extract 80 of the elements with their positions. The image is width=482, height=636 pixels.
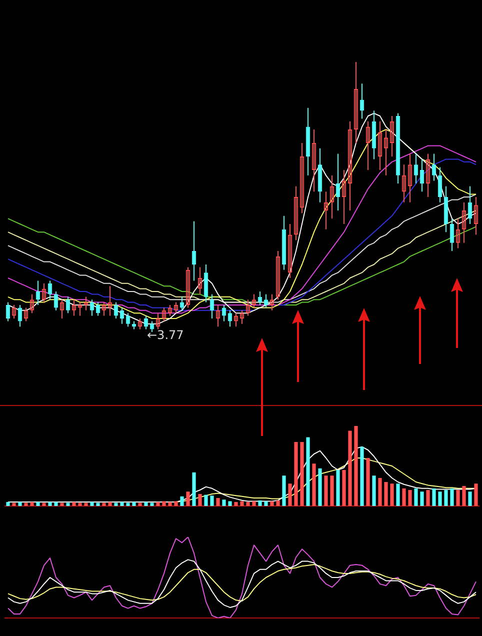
bar [372, 476, 376, 506]
bar [276, 500, 280, 506]
bar [180, 496, 184, 506]
bar [138, 502, 142, 506]
bar [84, 502, 88, 506]
bar [30, 502, 34, 506]
bar [258, 500, 262, 506]
bar [270, 501, 274, 506]
bar [426, 490, 430, 506]
bar [42, 502, 46, 506]
bar [468, 492, 472, 506]
bar [300, 442, 304, 506]
bar [228, 501, 232, 506]
bar [396, 484, 400, 506]
bar [360, 446, 364, 506]
bar [402, 488, 406, 506]
bar [474, 484, 478, 506]
bar [420, 492, 424, 506]
bar [330, 476, 334, 506]
bar [240, 501, 244, 506]
bar [150, 502, 154, 506]
bar [162, 501, 166, 506]
bar [336, 470, 340, 506]
bar [252, 501, 256, 506]
bar [318, 468, 322, 506]
bar [186, 492, 190, 506]
bar [90, 502, 94, 506]
bar [432, 488, 436, 506]
bar [288, 484, 292, 506]
bar [174, 501, 178, 506]
bar [6, 502, 10, 506]
bar [294, 442, 298, 506]
bar [456, 490, 460, 506]
bar [198, 494, 202, 506]
bar [366, 458, 370, 506]
bar [378, 478, 382, 506]
bar [216, 498, 220, 506]
bar [222, 500, 226, 506]
bar [60, 502, 64, 506]
bar [126, 502, 130, 506]
bar [324, 476, 328, 506]
bar [234, 502, 238, 506]
bar [408, 490, 412, 506]
bar [24, 502, 28, 506]
bar [462, 486, 466, 506]
bar [156, 502, 160, 506]
bar [108, 502, 112, 506]
bar [192, 472, 196, 506]
bar [306, 437, 310, 506]
bar [120, 502, 124, 506]
bar [144, 502, 148, 506]
bar [36, 502, 40, 506]
bar [414, 488, 418, 506]
bar [450, 488, 454, 506]
bar [312, 464, 316, 506]
bar [12, 502, 16, 506]
bar [204, 494, 208, 506]
bar [354, 426, 358, 506]
bar [246, 502, 250, 506]
annotation: ←3.77 [147, 328, 184, 342]
bar [48, 502, 52, 506]
bar [210, 496, 214, 506]
bar [384, 482, 388, 506]
bar [54, 502, 58, 506]
bar [66, 502, 70, 506]
bar [342, 470, 346, 506]
bar [102, 502, 106, 506]
bar [72, 502, 76, 506]
bar [78, 502, 82, 506]
bar [18, 502, 22, 506]
bar [438, 492, 442, 506]
bar [282, 476, 286, 506]
bar [264, 501, 268, 506]
bar [168, 502, 172, 506]
bar [444, 490, 448, 506]
bar [114, 502, 118, 506]
bar [348, 430, 352, 506]
bar [96, 502, 100, 506]
bar [132, 502, 136, 506]
bar [390, 484, 394, 506]
